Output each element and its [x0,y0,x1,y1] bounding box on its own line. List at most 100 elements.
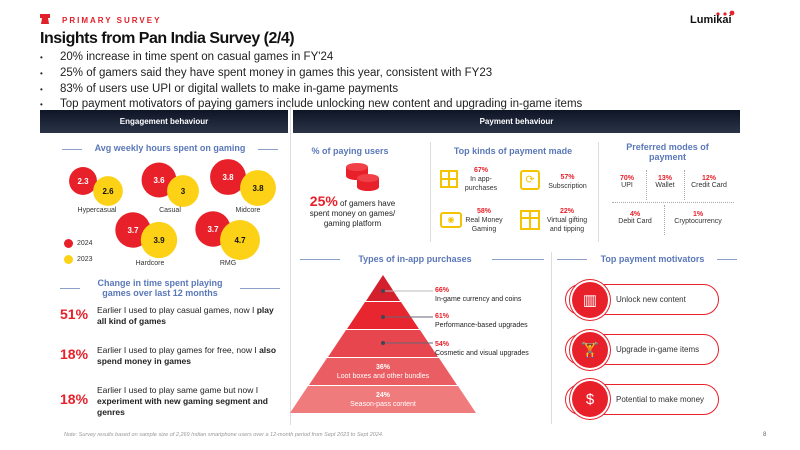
motivator-item: Potential to make money [565,384,719,415]
legend-2023: 2023 [77,256,93,263]
bubble-value: 3 [181,187,186,196]
paying-pct: 25% [309,193,338,209]
kinds-title: Top kinds of payment made [453,146,573,156]
mode-item: 13% Wallet [650,175,680,189]
rule [300,259,340,260]
insight: 83% of users use UPI or digital wallets … [40,82,582,98]
paying-text: gaming platform [323,219,382,228]
bubble-value: 2.3 [77,177,89,186]
kind-pct: 22% [559,208,574,215]
iap-pct: 54% [435,341,450,348]
bubble-2024 [69,167,97,195]
mode-label: Cryptocurrency [674,218,722,225]
mode-pct: 12% [701,175,716,182]
legend-2024-swatch [64,239,73,248]
motivator-label: Potential to make money [616,395,705,404]
bubble-value: 3.6 [153,176,165,185]
bubble-2023 [220,220,260,260]
subscription-icon: ⟳ [520,170,540,190]
mode-item: 4% Debit Card [612,211,658,225]
rule [717,259,737,260]
divider [664,205,665,235]
iap-label: 54% Cosmetic and visual upgrades [435,340,529,358]
kind-label: In app-purchases [464,176,498,192]
rule [258,149,278,150]
eyebrow: PRIMARY SURVEY [62,16,162,25]
divider [598,142,599,242]
mode-label: Credit Card [691,182,727,189]
kind-label: Real Money Gaming [465,217,503,233]
change-pct: 51% [60,306,89,322]
rule [240,288,280,289]
engagement-header: Engagement behaviour [40,110,288,133]
bubble-2023 [93,176,123,206]
insight: 20% increase in time spent on casual gam… [40,50,582,66]
iap-text: Loot boxes and other bundles [336,373,430,380]
iap-pct: 36% [375,364,390,371]
bubble-value: 3.9 [153,236,165,245]
insight: 25% of gamers said they have spent money… [40,66,582,82]
weightlifter-icon: 🏋 [572,332,608,368]
segment-label: Casual [159,207,181,214]
rule [557,259,587,260]
mode-item: 12% Credit Card [686,175,732,189]
mode-item: 70% UPI [612,175,642,189]
bubble-2023 [240,170,276,206]
rule [62,149,82,150]
change-statement: Earlier I used to play casual games, now… [97,305,282,327]
statement-emphasis: experiment with new gaming segment and g… [97,396,268,417]
motivator-item: Upgrade in-game items [565,334,719,365]
statement-text: Earlier I used to play games for free, n… [97,345,260,355]
statement-text: Earlier I used to play casual games, now… [97,305,257,315]
iap-text: Cosmetic and visual upgrades [435,350,529,357]
legend-2023-swatch [64,255,73,264]
money-icon: ◉ [440,212,462,228]
mode-item: 1% Cryptocurrency [667,211,729,225]
change-title-line: games over last 12 months [102,288,218,298]
grid-icon [440,170,458,188]
iap-label: 24% Season-pass content [313,391,453,409]
iap-text: Performance-based upgrades [435,322,528,329]
segment-label: Hardcore [135,260,165,267]
bubble-value: 2.6 [102,187,114,196]
key-insights: 20% increase in time spent on casual gam… [40,50,582,113]
iap-pct: 61% [435,313,450,320]
iap-label: 61% Performance-based upgrades [435,312,528,330]
bubble-value: 3.8 [222,173,234,182]
segment-label: Hypercasual [77,207,117,214]
mode-pct: 70% [619,175,634,182]
kind-item: 67% In app-purchases [462,166,500,193]
pyramid-band [290,386,476,413]
motivator-item: Unlock new content [565,284,719,315]
change-statement: Earlier I used to play games for free, n… [97,345,282,367]
iap-pct: 66% [435,287,450,294]
legend-2024: 2024 [77,240,93,247]
bubble-2023 [140,221,178,259]
pyramid-band [366,275,400,301]
statement-emphasis: also spend money in games [97,345,277,366]
iap-text: Season-pass content [350,401,416,408]
iap-text: In-game currency and coins [435,296,522,303]
paying-stat: 25% of gamers have spent money on games/g… [300,193,405,229]
kind-item: 58% Real Money Gaming [463,207,505,234]
bubble-value: 4.7 [234,236,246,245]
change-title: Change in time spent playing games over l… [80,278,240,298]
divider [612,202,734,203]
motivators-title: Top payment motivators [600,254,705,264]
coins-icon [346,163,379,191]
divider [646,170,647,200]
kind-pct: 57% [560,174,575,181]
kind-label: Virtual gifting and tipping [546,217,588,233]
page-title: Insights from Pan India Survey (2/4) [40,30,295,47]
hours-bubble-chart: 2.3 2.6 3.6 3 3.8 3.8 3.7 3.9 3.7 4.7 [69,159,276,260]
rule [492,259,544,260]
paying-text: spent money on games/ [309,209,396,218]
change-pct: 18% [60,391,89,407]
mode-label: Debit Card [618,218,652,225]
change-statement: Earlier I used to play same game but now… [97,385,287,418]
paying-text: of gamers have [337,199,396,208]
bubble-value: 3.8 [252,184,264,193]
statement-text: Earlier I used to play same game but now… [97,385,259,395]
page-number: 8 [763,432,767,438]
